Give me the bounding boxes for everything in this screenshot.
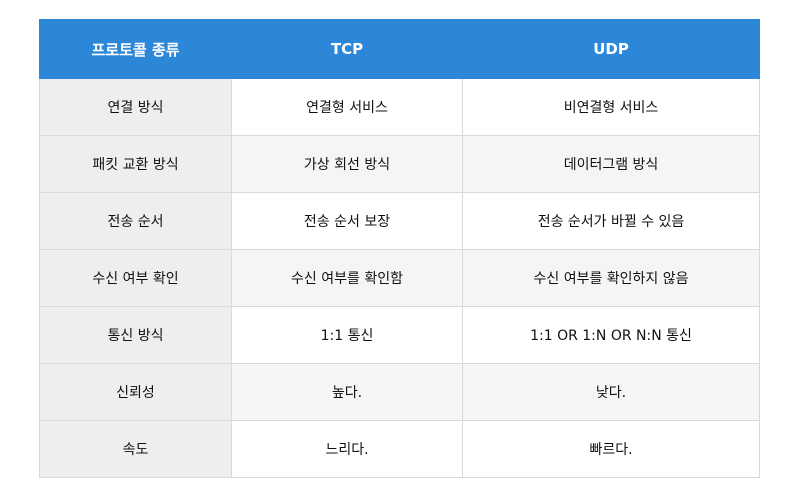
table-row: 연결 방식 연결형 서비스 비연결형 서비스 <box>39 78 760 136</box>
tcp-value: 높다. <box>231 363 463 421</box>
header-tcp: TCP <box>231 19 463 79</box>
table-row: 속도 느리다. 빠르다. <box>39 420 760 478</box>
udp-value: 비연결형 서비스 <box>462 78 760 136</box>
row-label-connection-type: 연결 방식 <box>39 78 232 136</box>
header-row: 프로토콜 종류 TCP UDP <box>39 19 760 79</box>
tcp-udp-comparison-table: 프로토콜 종류 TCP UDP 연결 방식 연결형 서비스 비연결형 서비스 패… <box>39 19 760 478</box>
table-row: 신뢰성 높다. 낮다. <box>39 363 760 421</box>
table-body: 연결 방식 연결형 서비스 비연결형 서비스 패킷 교환 방식 가상 회선 방식… <box>39 78 760 478</box>
table-row: 패킷 교환 방식 가상 회선 방식 데이터그램 방식 <box>39 135 760 193</box>
row-label-speed: 속도 <box>39 420 232 478</box>
udp-value: 빠르다. <box>462 420 760 478</box>
udp-value: 전송 순서가 바뀔 수 있음 <box>462 192 760 250</box>
row-label-reliability: 신뢰성 <box>39 363 232 421</box>
tcp-value: 느리다. <box>231 420 463 478</box>
tcp-value: 연결형 서비스 <box>231 78 463 136</box>
udp-value: 낮다. <box>462 363 760 421</box>
table-row: 수신 여부 확인 수신 여부를 확인함 수신 여부를 확인하지 않음 <box>39 249 760 307</box>
row-label-packet-switching: 패킷 교환 방식 <box>39 135 232 193</box>
udp-value: 데이터그램 방식 <box>462 135 760 193</box>
table-row: 통신 방식 1:1 통신 1:1 OR 1:N OR N:N 통신 <box>39 306 760 364</box>
table-row: 전송 순서 전송 순서 보장 전송 순서가 바뀔 수 있음 <box>39 192 760 250</box>
tcp-value: 전송 순서 보장 <box>231 192 463 250</box>
tcp-value: 가상 회선 방식 <box>231 135 463 193</box>
header-protocol-type: 프로토콜 종류 <box>39 19 232 79</box>
row-label-transmission-order: 전송 순서 <box>39 192 232 250</box>
row-label-communication-mode: 통신 방식 <box>39 306 232 364</box>
udp-value: 수신 여부를 확인하지 않음 <box>462 249 760 307</box>
udp-value: 1:1 OR 1:N OR N:N 통신 <box>462 306 760 364</box>
tcp-value: 수신 여부를 확인함 <box>231 249 463 307</box>
header-udp: UDP <box>462 19 760 79</box>
row-label-receipt-check: 수신 여부 확인 <box>39 249 232 307</box>
table-header: 프로토콜 종류 TCP UDP <box>39 19 760 79</box>
tcp-value: 1:1 통신 <box>231 306 463 364</box>
